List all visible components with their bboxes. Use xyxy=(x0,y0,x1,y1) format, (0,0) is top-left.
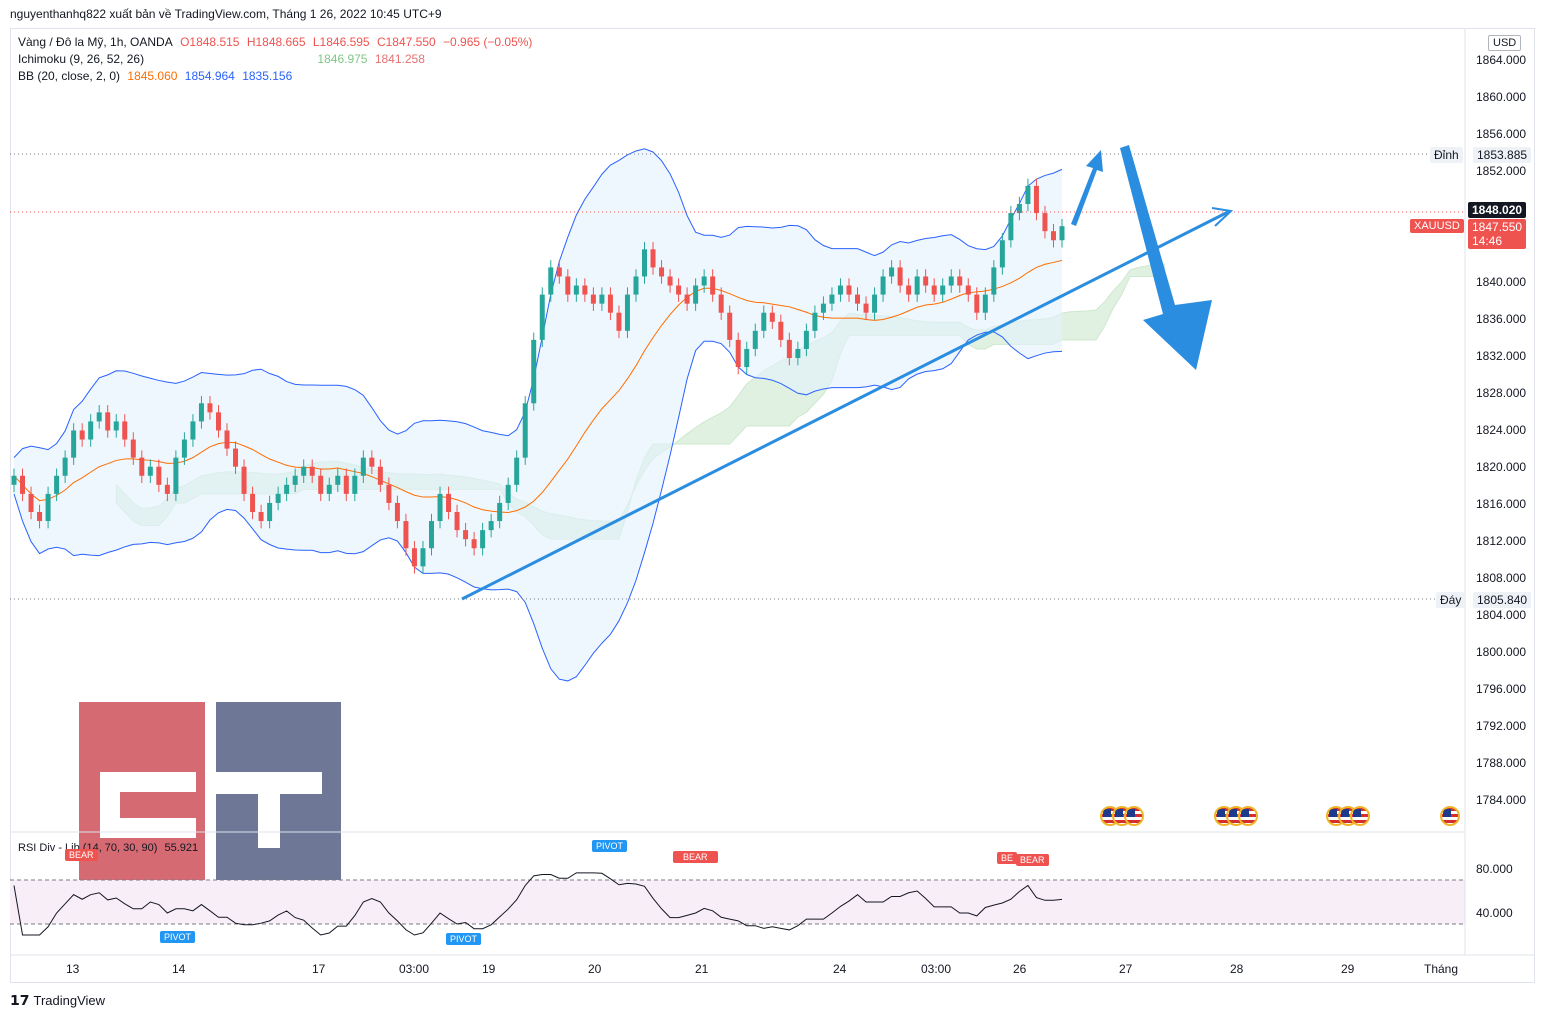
legend-close: C1847.550 xyxy=(376,35,436,49)
time-tick: 03:00 xyxy=(399,962,430,976)
rsi-tag-pivot[interactable]: PIVOT xyxy=(446,933,482,945)
price-tick: 1820.000 xyxy=(1476,460,1527,474)
tradingview-brand[interactable]: 𝟭𝟳 TradingView xyxy=(10,992,105,1009)
rsi-tag-pivot[interactable]: PIVOT xyxy=(592,840,628,852)
price-tick: 1792.000 xyxy=(1476,719,1527,733)
tradingview-brand-text: TradingView xyxy=(33,993,106,1008)
ichimoku-value-1: 1846.975 xyxy=(317,52,368,66)
legend-symbol: Vàng / Đô la Mỹ, 1h, OANDA O1848.515 H18… xyxy=(18,34,536,50)
bb-value-upper: 1854.964 xyxy=(184,69,235,83)
currency-button[interactable]: USD xyxy=(1488,35,1522,51)
rsi-tag-bear[interactable]: BEAR xyxy=(1016,854,1049,866)
price-tick: 1860.000 xyxy=(1476,90,1527,104)
high-value: 1853.885 xyxy=(1473,147,1532,163)
time-tick: 14 xyxy=(172,962,186,976)
price-tick: 1840.000 xyxy=(1476,275,1527,289)
time-tick: Tháng xyxy=(1424,962,1459,976)
low-label: Đáy xyxy=(1436,592,1466,608)
legend-open: O1848.515 xyxy=(180,35,240,49)
time-tick: 19 xyxy=(482,962,496,976)
event-flags-29[interactable] xyxy=(1326,806,1370,826)
rsi-legend[interactable]: RSI Div - Lib (14, 70, 30, 90) 55.921 xyxy=(18,840,202,856)
price-tick: 1856.000 xyxy=(1476,127,1527,141)
legend-high: H1848.665 xyxy=(246,35,306,49)
us-flag-icon[interactable] xyxy=(1350,806,1370,826)
time-tick: 21 xyxy=(695,962,709,976)
price-tick: 1864.000 xyxy=(1476,53,1527,67)
us-flag-icon[interactable] xyxy=(1238,806,1258,826)
price-tick: 1808.000 xyxy=(1476,571,1527,585)
bb-label: BB (20, close, 2, 0) xyxy=(18,69,121,83)
time-tick: 13 xyxy=(66,962,80,976)
price-tick: 1796.000 xyxy=(1476,682,1527,696)
symbol-price-tag: 1847.550 14:46 xyxy=(1468,219,1527,249)
legend-bb[interactable]: BB (20, close, 2, 0) 1845.060 1854.964 1… xyxy=(18,68,296,84)
price-tick: 1816.000 xyxy=(1476,497,1527,511)
time-tick: 03:00 xyxy=(921,962,952,976)
low-value: 1805.840 xyxy=(1473,592,1532,608)
us-flag-icon[interactable] xyxy=(1124,806,1144,826)
price-tick: 1800.000 xyxy=(1476,645,1527,659)
publisher-credit: nguyenthanhq822 xuất bản về TradingView.… xyxy=(10,7,442,21)
price-tick: 1788.000 xyxy=(1476,756,1527,770)
legend-ichimoku[interactable]: Ichimoku (9, 26, 52, 26) 1846.975 1841.2… xyxy=(18,51,429,67)
symbol-price: 1847.550 xyxy=(1472,220,1523,234)
price-tick: 1852.000 xyxy=(1476,164,1527,178)
price-tick: 1832.000 xyxy=(1476,349,1527,363)
rsi-tick-80: 80.000 xyxy=(1476,862,1513,876)
event-flags-27[interactable] xyxy=(1100,806,1144,826)
last-value-tag: 1848.020 xyxy=(1468,202,1527,218)
time-tick: 27 xyxy=(1119,962,1133,976)
event-flags-28[interactable] xyxy=(1214,806,1258,826)
price-tick: 1804.000 xyxy=(1476,608,1527,622)
legend-symbol-line[interactable]: Vàng / Đô la Mỹ, 1h, OANDA xyxy=(18,35,173,49)
time-tick: 17 xyxy=(312,962,326,976)
ichimoku-value-2: 1841.258 xyxy=(374,52,425,66)
tradingview-logo-icon: 𝟭𝟳 xyxy=(10,992,30,1008)
bb-value-basis: 1845.060 xyxy=(127,69,178,83)
time-tick: 28 xyxy=(1230,962,1244,976)
price-tick: 1824.000 xyxy=(1476,423,1527,437)
time-tick: 26 xyxy=(1013,962,1027,976)
event-flags-next[interactable] xyxy=(1440,806,1460,826)
us-flag-icon[interactable] xyxy=(1440,806,1460,826)
price-tick: 1784.000 xyxy=(1476,793,1527,807)
rsi-tag-bear[interactable]: BE xyxy=(997,852,1018,864)
chart-frame xyxy=(10,28,1535,983)
legend-low: L1846.595 xyxy=(312,35,370,49)
price-tick: 1828.000 xyxy=(1476,386,1527,400)
rsi-label: RSI Div - Lib (14, 70, 30, 90) xyxy=(18,842,158,854)
rsi-tag-pivot[interactable]: PIVOT xyxy=(160,931,196,943)
bb-value-lower: 1835.156 xyxy=(242,69,293,83)
price-tick: 1836.000 xyxy=(1476,312,1527,326)
high-label: Đỉnh xyxy=(1430,147,1463,163)
time-tick: 20 xyxy=(588,962,602,976)
rsi-tag-bear[interactable]: BEAR xyxy=(65,849,98,861)
rsi-tick-40: 40.000 xyxy=(1476,906,1513,920)
time-tick: 24 xyxy=(833,962,847,976)
rsi-value: 55.921 xyxy=(164,842,199,854)
symbol-tag: XAUUSD xyxy=(1410,219,1464,233)
rsi-tag-bear[interactable]: BEAR xyxy=(673,851,718,863)
time-tick: 29 xyxy=(1341,962,1355,976)
legend-change: −0.965 (−0.05%) xyxy=(443,35,533,49)
price-tick: 1812.000 xyxy=(1476,534,1527,548)
ichimoku-label: Ichimoku (9, 26, 52, 26) xyxy=(18,52,145,66)
countdown: 14:46 xyxy=(1472,234,1503,248)
